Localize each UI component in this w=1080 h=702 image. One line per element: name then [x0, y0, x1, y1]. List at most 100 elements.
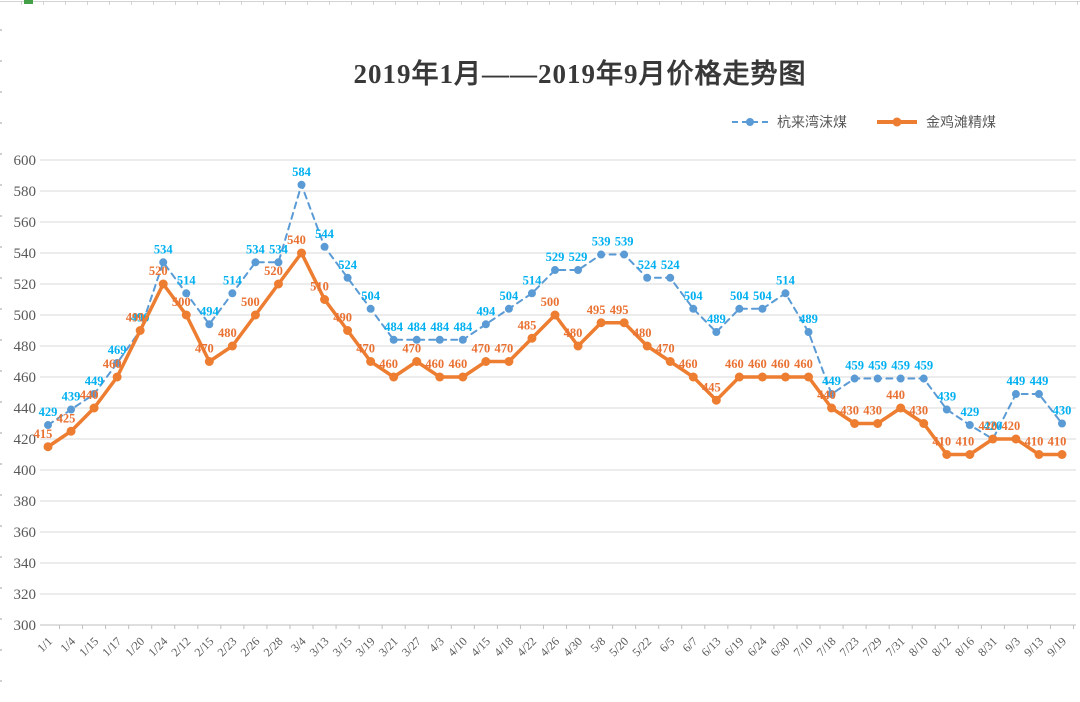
data-label: 544: [315, 227, 335, 241]
data-point: [343, 326, 353, 335]
data-point: [67, 405, 76, 414]
data-point: [665, 357, 675, 366]
data-label: 460: [379, 357, 398, 371]
x-axis-category-label: 3/21: [376, 634, 401, 659]
data-point: [205, 320, 214, 329]
data-label: 495: [610, 303, 629, 317]
data-label: 460: [748, 357, 767, 371]
data-label: 514: [776, 273, 796, 287]
data-point: [389, 335, 398, 344]
data-point: [181, 310, 191, 320]
data-label: 460: [425, 357, 444, 371]
data-point: [227, 341, 237, 351]
data-label: 494: [200, 304, 220, 318]
data-point: [873, 374, 882, 383]
data-label: 504: [500, 289, 520, 303]
data-label: 584: [292, 165, 312, 179]
x-axis-category-label: 8/12: [929, 634, 954, 659]
data-point: [620, 250, 629, 259]
x-axis-category-label: 9/3: [1002, 634, 1023, 655]
data-point: [551, 266, 559, 275]
data-label: 494: [476, 304, 496, 318]
data-label: 445: [702, 380, 721, 394]
legend-label: 杭来湾沫煤: [777, 116, 847, 131]
x-axis-category-label: 1/15: [76, 634, 101, 659]
y-axis-tick-label: 600: [14, 153, 37, 169]
data-point: [1011, 390, 1020, 399]
data-label: 520: [264, 264, 283, 278]
legend-item-jinjitan[interactable]: 金鸡滩精煤: [877, 112, 996, 132]
data-point: [320, 242, 329, 251]
x-axis-category-label: 5/22: [629, 634, 654, 659]
x-axis-category-label: 6/7: [680, 634, 701, 655]
data-label: 514: [523, 273, 543, 287]
data-label: 480: [218, 326, 237, 340]
x-axis-category-label: 3/13: [307, 634, 332, 659]
data-point: [274, 258, 283, 267]
data-point: [527, 289, 536, 298]
data-point: [135, 326, 145, 335]
data-point: [251, 258, 260, 267]
data-point: [965, 450, 975, 459]
data-label: 514: [223, 273, 243, 287]
x-axis-category-label: 2/28: [261, 634, 286, 659]
x-axis-category-label: 2/15: [191, 634, 216, 659]
data-label: 420: [978, 419, 997, 433]
data-point: [458, 372, 468, 382]
x-axis-category-label: 9/13: [1021, 634, 1046, 659]
data-label: 540: [287, 233, 306, 247]
data-point: [158, 279, 168, 289]
data-label: 440: [80, 388, 99, 402]
data-label: 500: [541, 295, 560, 309]
data-label: 410: [1048, 435, 1067, 449]
data-label: 489: [799, 312, 818, 326]
data-point: [1057, 450, 1067, 459]
data-point: [666, 273, 675, 282]
data-label: 510: [310, 280, 329, 294]
data-point: [228, 289, 237, 298]
data-point: [827, 390, 836, 399]
data-label: 440: [817, 388, 836, 402]
data-point: [757, 372, 767, 382]
x-axis-category-label: 3/15: [330, 634, 355, 659]
data-point: [527, 333, 537, 343]
data-point: [435, 372, 445, 382]
x-axis-category-label: 9/19: [1044, 634, 1069, 659]
x-axis-category-label: 4/3: [426, 634, 447, 655]
y-axis-tick-label: 520: [14, 277, 37, 293]
data-point: [642, 341, 652, 351]
x-axis-category-label: 6/19: [721, 634, 746, 659]
x-axis-category-label: 8/31: [975, 634, 1000, 659]
data-point: [965, 421, 974, 430]
x-axis-category-label: 1/17: [99, 634, 124, 659]
data-label: 460: [794, 357, 813, 371]
data-label: 470: [471, 342, 490, 356]
data-label: 470: [195, 342, 214, 356]
data-label: 460: [725, 357, 744, 371]
data-point: [343, 273, 352, 282]
data-label: 429: [960, 405, 979, 419]
dashed-line-marker-icon: [732, 118, 768, 126]
data-point: [689, 304, 698, 313]
y-axis-tick-label: 400: [14, 463, 37, 479]
data-label: 430: [863, 404, 882, 418]
x-axis-category-label: 8/16: [952, 634, 977, 659]
data-label: 524: [661, 258, 681, 272]
legend-item-hanglaiwan[interactable]: 杭来湾沫煤: [732, 112, 847, 132]
data-point: [758, 304, 767, 313]
data-label: 430: [1053, 404, 1072, 418]
y-axis-tick-label: 320: [14, 587, 37, 603]
chart-legend: 杭来湾沫煤 金鸡滩精煤: [732, 112, 996, 132]
data-point: [250, 310, 260, 320]
x-axis-category-label: 2/12: [168, 634, 193, 659]
data-label: 449: [1007, 374, 1026, 388]
data-label: 440: [886, 388, 905, 402]
x-axis-category-label: 4/22: [514, 634, 539, 659]
data-label: 500: [241, 295, 260, 309]
x-axis-category-label: 4/26: [537, 634, 562, 659]
data-point: [896, 403, 906, 413]
data-label: 470: [356, 342, 375, 356]
data-point: [873, 419, 883, 428]
data-label: 430: [909, 404, 928, 418]
